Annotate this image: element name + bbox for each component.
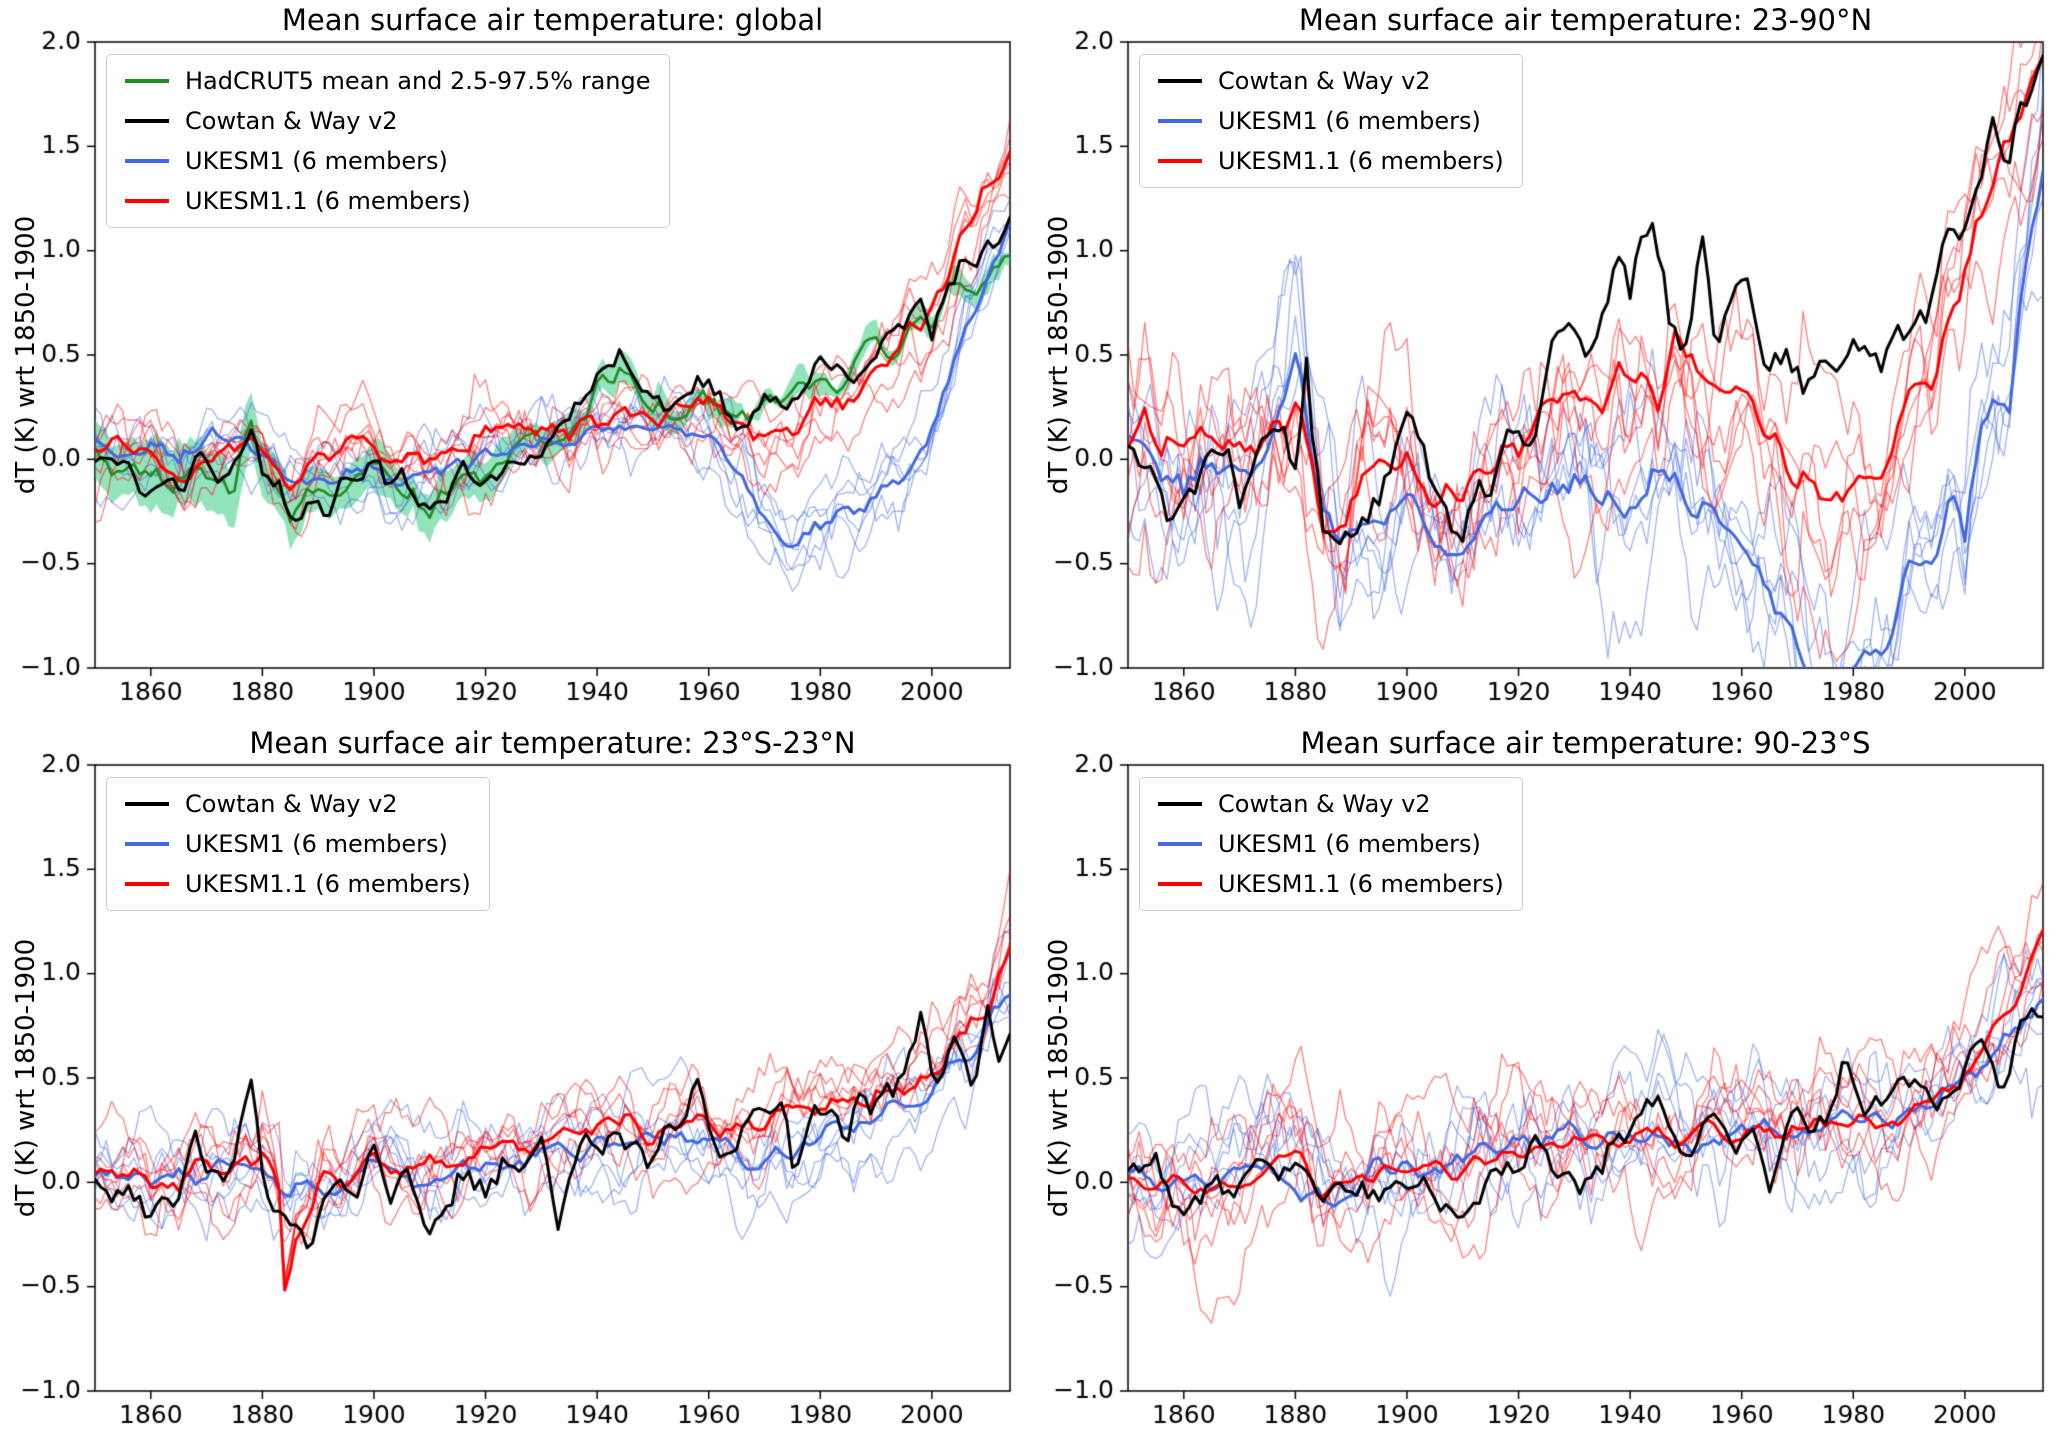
legend-item: Cowtan & Way v2	[125, 107, 651, 135]
legend-item: Cowtan & Way v2	[1158, 67, 1504, 95]
panel-nh-23-90n: Mean surface air temperature: 23-90°N dT…	[1033, 0, 2067, 723]
chart-title: Mean surface air temperature: 23-90°N	[1298, 3, 1873, 37]
y-axis-label: dT (K) wrt 1850-1900	[11, 938, 41, 1218]
legend-line-swatch	[1158, 882, 1202, 886]
legend-label: Cowtan & Way v2	[1218, 790, 1431, 818]
legend-item: Cowtan & Way v2	[125, 790, 471, 818]
legend-line-swatch	[125, 882, 169, 886]
chart-title: Mean surface air temperature: 90-23°S	[1300, 726, 1871, 760]
legend-item: UKESM1 (6 members)	[1158, 107, 1504, 135]
legend-line-swatch	[125, 842, 169, 846]
legend-label: UKESM1.1 (6 members)	[1218, 870, 1504, 898]
chart-title: Mean surface air temperature: 23°S-23°N	[249, 726, 856, 760]
y-axis-label: dT (K) wrt 1850-1900	[1044, 215, 1074, 495]
legend-item: UKESM1.1 (6 members)	[125, 870, 471, 898]
legend-label: HadCRUT5 mean and 2.5-97.5% range	[185, 67, 651, 95]
legend-label: UKESM1.1 (6 members)	[185, 870, 471, 898]
legend-line-swatch	[1158, 79, 1202, 83]
y-axis-label: dT (K) wrt 1850-1900	[11, 215, 41, 495]
legend-line-swatch	[125, 159, 169, 163]
legend: Cowtan & Way v2 UKESM1 (6 members) UKESM1.…	[1139, 777, 1523, 911]
legend-item: UKESM1 (6 members)	[125, 147, 651, 175]
legend: Cowtan & Way v2 UKESM1 (6 members) UKESM1.…	[106, 777, 490, 911]
legend-item: UKESM1 (6 members)	[125, 830, 471, 858]
legend-line-swatch	[125, 119, 169, 123]
legend-item: UKESM1.1 (6 members)	[1158, 147, 1504, 175]
y-axis-label: dT (K) wrt 1850-1900	[1044, 938, 1074, 1218]
panel-sh-90-23s: Mean surface air temperature: 90-23°S dT…	[1033, 723, 2067, 1447]
legend-line-swatch	[1158, 119, 1202, 123]
legend-label: UKESM1 (6 members)	[1218, 107, 1481, 135]
panel-global: Mean surface air temperature: global dT …	[0, 0, 1033, 723]
legend-line-swatch	[1158, 802, 1202, 806]
chart-title: Mean surface air temperature: global	[281, 3, 824, 37]
legend-line-swatch	[1158, 842, 1202, 846]
legend: Cowtan & Way v2 UKESM1 (6 members) UKESM1.…	[1139, 54, 1523, 188]
legend-label: UKESM1 (6 members)	[185, 830, 448, 858]
legend-label: UKESM1 (6 members)	[1218, 830, 1481, 858]
legend-label: UKESM1.1 (6 members)	[185, 187, 471, 215]
legend-item: Cowtan & Way v2	[1158, 790, 1504, 818]
legend-label: UKESM1.1 (6 members)	[1218, 147, 1504, 175]
legend-label: Cowtan & Way v2	[1218, 67, 1431, 95]
legend: HadCRUT5 mean and 2.5-97.5% range Cowtan …	[106, 54, 670, 228]
legend-item: HadCRUT5 mean and 2.5-97.5% range	[125, 67, 651, 95]
legend-line-swatch	[125, 199, 169, 203]
legend-item: UKESM1.1 (6 members)	[125, 187, 651, 215]
legend-line-swatch	[1158, 159, 1202, 163]
legend-line-swatch	[125, 802, 169, 806]
legend-label: UKESM1 (6 members)	[185, 147, 448, 175]
legend-item: UKESM1.1 (6 members)	[1158, 870, 1504, 898]
panel-tropics-23s-23n: Mean surface air temperature: 23°S-23°N …	[0, 723, 1033, 1447]
legend-label: Cowtan & Way v2	[185, 107, 398, 135]
legend-label: Cowtan & Way v2	[185, 790, 398, 818]
legend-line-swatch	[125, 79, 169, 83]
legend-item: UKESM1 (6 members)	[1158, 830, 1504, 858]
